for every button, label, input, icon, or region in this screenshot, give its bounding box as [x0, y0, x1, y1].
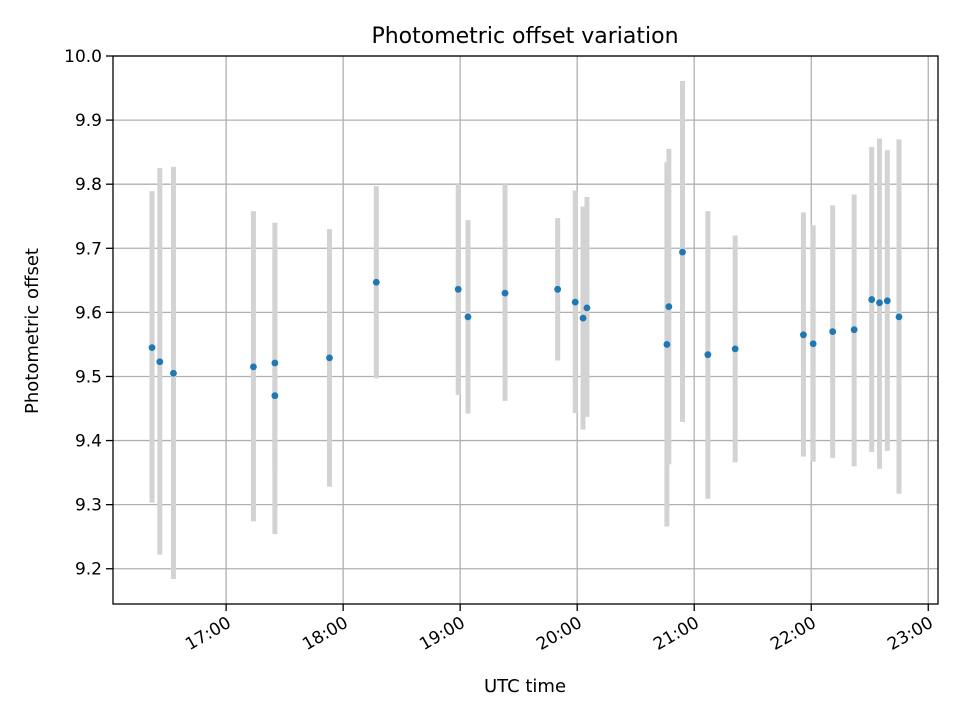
- y-tick-label: 9.7: [75, 239, 102, 259]
- data-point: [170, 369, 177, 377]
- data-point: [800, 331, 807, 339]
- data-point: [809, 340, 817, 348]
- y-tick-label: 9.2: [75, 560, 102, 580]
- data-point: [579, 314, 587, 322]
- data-point: [271, 392, 279, 400]
- data-point: [501, 289, 509, 297]
- plot-frame: [112, 55, 939, 605]
- y-tick-label: 9.3: [75, 496, 102, 516]
- data-point: [895, 313, 903, 321]
- data-point: [665, 303, 673, 311]
- y-tick-label: 9.4: [75, 432, 102, 452]
- data-point: [868, 296, 876, 303]
- y-tick-label: 9.8: [75, 175, 102, 195]
- data-point: [679, 248, 686, 256]
- x-axis-label: UTC time: [484, 676, 566, 697]
- data-point: [464, 313, 472, 321]
- data-point: [250, 363, 257, 371]
- data-point: [663, 341, 671, 348]
- data-point: [571, 298, 579, 306]
- data-point: [850, 326, 858, 334]
- data-point: [883, 297, 891, 305]
- y-tick-label: 9.6: [75, 303, 102, 323]
- y-tick-label: 9.9: [75, 111, 102, 131]
- data-point: [583, 304, 591, 312]
- data-point: [454, 285, 462, 293]
- y-tick-label: 9.5: [75, 367, 102, 387]
- data-point: [156, 358, 164, 366]
- data-points: [148, 248, 903, 400]
- data-point: [876, 299, 883, 307]
- data-point: [148, 344, 156, 352]
- chart-title: Photometric offset variation: [371, 24, 678, 49]
- y-axis-label: Photometric offset: [22, 248, 43, 414]
- data-point: [731, 345, 739, 353]
- y-tick-label: 10.0: [64, 47, 102, 67]
- data-point: [326, 354, 333, 362]
- data-point: [554, 285, 562, 293]
- data-point: [372, 278, 380, 286]
- data-point: [704, 351, 712, 359]
- data-point: [829, 328, 837, 336]
- data-point: [271, 359, 279, 367]
